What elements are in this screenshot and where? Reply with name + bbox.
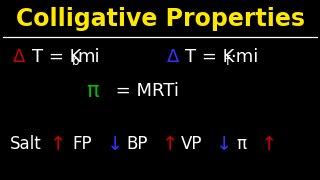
Text: f: f bbox=[225, 55, 229, 68]
Text: Δ: Δ bbox=[13, 48, 25, 66]
Text: Colligative Properties: Colligative Properties bbox=[15, 7, 305, 31]
Text: π: π bbox=[86, 81, 99, 101]
Text: ↑: ↑ bbox=[162, 135, 178, 154]
Text: BP: BP bbox=[126, 135, 148, 153]
Text: Salt: Salt bbox=[10, 135, 41, 153]
Text: ↓: ↓ bbox=[216, 135, 232, 154]
Text: ↑: ↑ bbox=[261, 135, 277, 154]
Text: FP: FP bbox=[72, 135, 92, 153]
Text: T = K: T = K bbox=[32, 48, 81, 66]
Text: π: π bbox=[236, 135, 246, 153]
Text: ·mi: ·mi bbox=[230, 48, 259, 66]
Text: VP: VP bbox=[181, 135, 202, 153]
Text: ↑: ↑ bbox=[50, 135, 66, 154]
Text: T = K: T = K bbox=[185, 48, 234, 66]
Text: mi: mi bbox=[78, 48, 100, 66]
Text: b: b bbox=[72, 55, 79, 68]
Text: ↓: ↓ bbox=[107, 135, 124, 154]
Text: Δ: Δ bbox=[166, 48, 179, 66]
Text: = MRTi: = MRTi bbox=[110, 82, 180, 100]
